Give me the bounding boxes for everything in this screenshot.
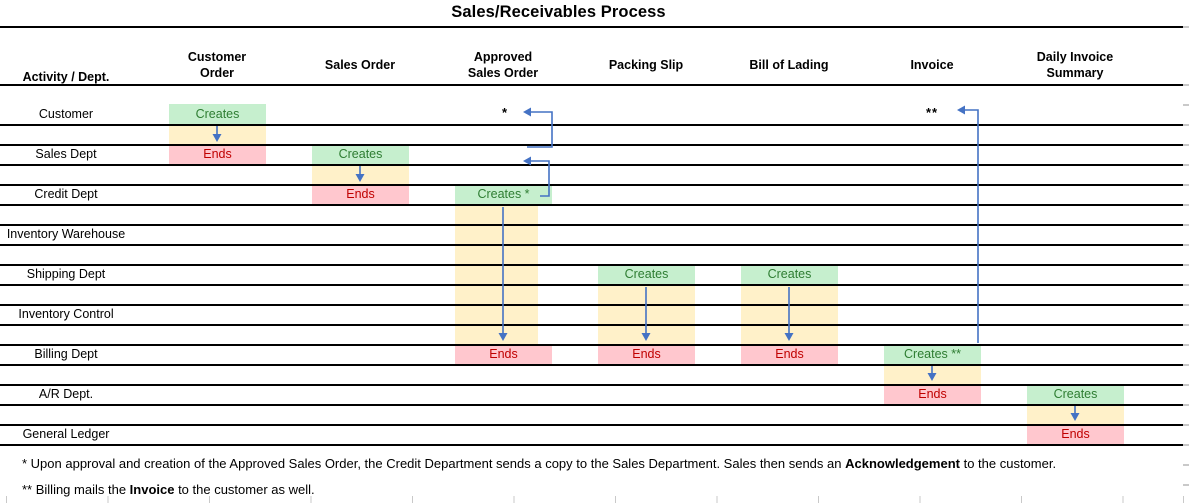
header-line: Sales Order [324,58,396,72]
cell-daily-invoice-summary-creates: Creates [1027,384,1124,404]
column-header-daily-invoice-summary: Daily Invoice Summary [1005,44,1145,86]
header-line: Invoice [910,58,954,72]
row-divider [0,164,1189,166]
row-label-ar-dept: A/R Dept. [38,387,94,401]
row-divider [0,184,1189,186]
cell-customer-order-creates: Creates [169,104,266,124]
header-line: Approved [473,50,533,64]
cell-bill-of-lading-ends: Ends [741,344,838,364]
header-line: Order [199,66,235,80]
footnote-text: ** Billing mails the [22,482,130,497]
row-divider [0,304,1189,306]
row-divider [0,324,1189,326]
header-line: Bill of Lading [749,58,829,72]
margin-gridline-stub [1183,104,1189,106]
row-divider [0,424,1189,426]
cell-bill-of-lading-creates: Creates [741,264,838,284]
footnote-invoice-mail: ** Billing mails the Invoice to the cust… [22,482,315,498]
row-divider [0,284,1189,286]
column-header-packing-slip: Packing Slip [576,44,716,86]
header-line: Sales Order [467,66,539,80]
footnote-text: to the customer as well. [174,482,315,497]
row-label-general-ledger: General Ledger [22,427,110,441]
header-line: Daily Invoice [1036,50,1114,64]
cell-packing-slip-creates: Creates [598,264,695,284]
footnote-bold-term: Invoice [129,482,175,497]
column-header-activity-dept: Activity / Dept. [22,70,110,84]
row-divider [0,264,1189,266]
cell-customer-order-ends: Ends [169,144,266,164]
title-divider [0,26,1189,28]
row-divider [0,244,1189,246]
bottom-gridline-ticks [6,496,1146,503]
row-label-billing-dept: Billing Dept [34,347,98,361]
row-label-inventory-warehouse: Inventory Warehouse [6,227,126,241]
row-divider [0,204,1189,206]
row-divider [0,444,1189,446]
header-line: Packing Slip [608,58,684,72]
column-header-approved-sales-order: Approved Sales Order [433,44,573,86]
column-header-bill-of-lading: Bill of Lading [719,44,859,86]
row-divider [0,364,1189,366]
row-divider [0,384,1189,386]
acknowledgement-marker: * [501,105,509,120]
row-label-inventory-control: Inventory Control [18,307,114,321]
cell-approved-sales-order-creates: Creates * [455,184,552,204]
column-header-invoice: Invoice [862,44,1002,86]
row-divider [0,224,1189,226]
margin-gridline-tick [1183,496,1184,503]
footnote-acknowledgement: * Upon approval and creation of the Appr… [22,456,1056,472]
row-divider [0,144,1189,146]
footnote-bold-term: Acknowledgement [845,456,960,471]
row-label-sales-dept: Sales Dept [35,147,97,161]
column-header-sales-order: Sales Order [290,44,430,86]
header-line: Customer [187,50,247,64]
cell-sales-order-ends: Ends [312,184,409,204]
cell-daily-invoice-summary-ends: Ends [1027,424,1124,444]
footnote-text: to the customer. [959,456,1057,471]
row-label-credit-dept: Credit Dept [34,187,98,201]
cell-invoice-creates: Creates ** [884,344,981,364]
margin-gridline-stub [1183,464,1189,466]
row-divider [0,124,1189,126]
column-header-customer-order: Customer Order [147,44,287,86]
row-divider [0,344,1189,346]
header-divider [0,84,1189,86]
diagram-title: Sales/Receivables Process [451,3,666,21]
cell-sales-order-creates: Creates [312,144,409,164]
cell-packing-slip-ends: Ends [598,344,695,364]
row-divider [0,404,1189,406]
invoice-marker: ** [925,105,939,120]
footnote-text: * Upon approval and creation of the Appr… [22,456,846,471]
header-line: Summary [1046,66,1104,80]
cell-approved-sales-order-ends: Ends [455,344,552,364]
row-label-shipping-dept: Shipping Dept [26,267,106,281]
row-label-customer: Customer [38,107,94,121]
flow-span-approved-sales-order [455,204,538,344]
cell-invoice-ends: Ends [884,384,981,404]
margin-gridline-stub [1183,484,1189,486]
